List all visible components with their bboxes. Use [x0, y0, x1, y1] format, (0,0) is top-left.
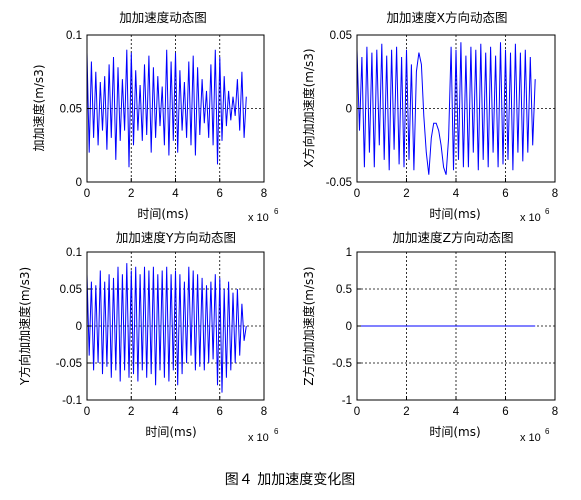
x-tick-label: 2 — [403, 406, 409, 418]
y-axis-label: Z方向加加速度(m/s3) — [301, 266, 316, 385]
ticks: 0 2 4 6 8 -0.1 -0.05 0 0.05 0.1 — [56, 247, 267, 418]
y-tick-label: 0 — [76, 177, 82, 189]
ticks: 0 2 4 6 8 -1 -0.5 0 0.5 1 — [332, 247, 558, 418]
plot-lines — [86, 263, 247, 393]
y-tick-label: 0.1 — [66, 30, 82, 42]
chart-title: 加加速度动态图 — [119, 10, 207, 25]
x-tick-label: 0 — [354, 188, 360, 200]
x-multiplier: x 10 — [520, 432, 541, 444]
x-axis-label: 时间(ms) — [429, 207, 480, 221]
y-tick-label: -0.1 — [62, 395, 82, 407]
y-tick-label: 0.05 — [60, 104, 82, 116]
y-tick-label: 0.05 — [330, 30, 352, 42]
x-multiplier: x 10 — [248, 432, 269, 444]
series-line — [356, 42, 536, 175]
x-tick-label: 4 — [172, 406, 179, 418]
x-tick-label: 6 — [502, 188, 508, 200]
y-axis-label: 加加速度(m/s3) — [31, 65, 46, 152]
figure-caption: 图４ 加加速度变化图 — [225, 472, 355, 488]
x-exponent: 6 — [274, 427, 279, 436]
x-exponent: 6 — [545, 427, 550, 436]
plot-lines — [86, 49, 247, 168]
x-tick-label: 2 — [128, 406, 134, 418]
x-tick-label: 6 — [502, 406, 508, 418]
y-tick-label: -0.05 — [326, 177, 352, 189]
y-tick-label: 0.5 — [336, 284, 352, 296]
x-exponent: 6 — [545, 207, 550, 216]
series-line — [86, 263, 247, 393]
y-tick-label: 0 — [346, 321, 352, 333]
x-multiplier: x 10 — [248, 212, 269, 224]
y-tick-label: -1 — [342, 395, 352, 407]
chart-jerk-z: 加加速度Z方向动态图 0 2 4 6 8-1-0.500.51 时间(ms) Z方向加加… — [301, 230, 558, 444]
y-tick-label: -0.05 — [56, 358, 82, 370]
x-multiplier: x 10 — [520, 212, 541, 224]
x-tick-label: 6 — [217, 188, 223, 200]
x-tick-label: 2 — [128, 188, 134, 200]
x-axis-label: 时间(ms) — [145, 425, 196, 439]
chart-jerk: 加加速度动态图 0 2 4 6 800.050.1 时间(ms) 加加速度(m/s3) … — [31, 10, 279, 224]
x-tick-label: 8 — [552, 406, 558, 418]
x-axis-label: 时间(ms) — [137, 207, 188, 221]
y-tick-label: 0.05 — [60, 284, 82, 296]
x-tick-label: 8 — [261, 406, 267, 418]
chart-title: 加加速度X方向动态图 — [386, 10, 507, 25]
chart-title: 加加速度Y方向动态图 — [116, 230, 236, 245]
y-tick-label: 0 — [76, 321, 82, 333]
y-tick-label: 1 — [346, 247, 352, 259]
x-axis-label: 时间(ms) — [429, 425, 480, 439]
x-tick-label: 0 — [354, 406, 360, 418]
chart-title: 加加速度Z方向动态图 — [392, 230, 513, 245]
y-tick-label: -0.5 — [332, 358, 352, 370]
y-tick-label: 0.1 — [66, 247, 82, 259]
x-tick-label: 8 — [552, 188, 558, 200]
x-tick-label: 4 — [172, 188, 179, 200]
y-tick-label: 0 — [346, 104, 352, 116]
y-axis-label: Y方向加加速度(m/s3) — [17, 267, 32, 386]
ticks: 0 2 4 6 8 0 0.05 0.1 — [60, 30, 268, 200]
x-tick-label: 4 — [453, 188, 460, 200]
x-tick-label: 0 — [84, 406, 90, 418]
x-tick-label: 4 — [453, 406, 460, 418]
plot-lines — [356, 42, 536, 175]
x-exponent: 6 — [274, 207, 279, 216]
x-tick-label: 2 — [403, 188, 409, 200]
x-tick-label: 8 — [261, 188, 267, 200]
y-axis-label: X方向加加速度(m/s3) — [301, 48, 316, 167]
x-tick-label: 6 — [217, 406, 223, 418]
series-line — [86, 49, 247, 168]
x-tick-label: 0 — [84, 188, 90, 200]
